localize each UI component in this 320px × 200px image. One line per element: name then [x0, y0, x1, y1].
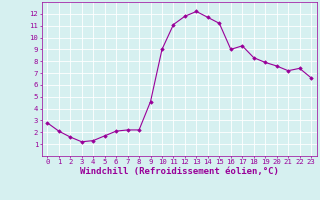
- X-axis label: Windchill (Refroidissement éolien,°C): Windchill (Refroidissement éolien,°C): [80, 167, 279, 176]
